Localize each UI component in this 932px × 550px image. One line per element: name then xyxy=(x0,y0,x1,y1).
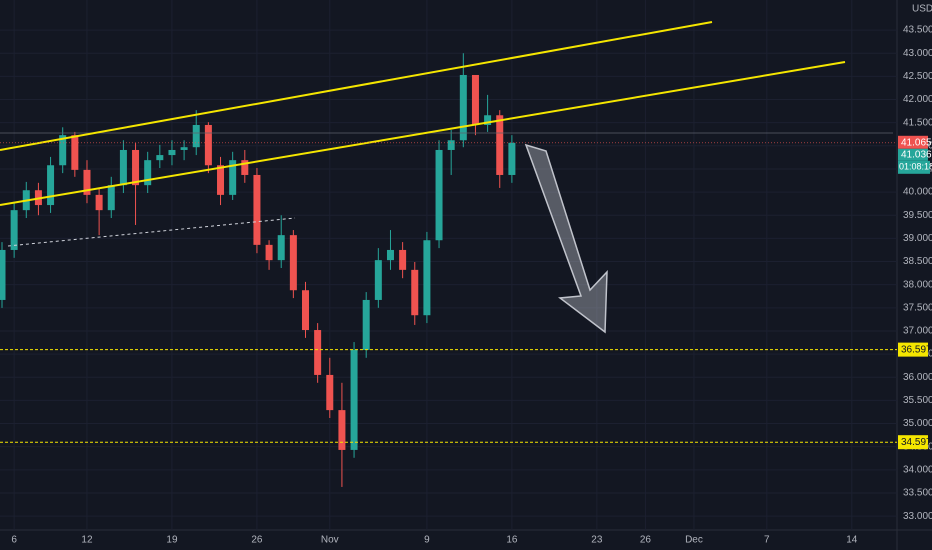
price-tag-label: 36.597 xyxy=(901,344,932,355)
candle-body xyxy=(83,169,91,195)
x-tick-label: 16 xyxy=(506,535,518,546)
x-tick-label: 9 xyxy=(424,535,430,546)
candle-body xyxy=(447,140,455,150)
price-tag-label: 41.065 xyxy=(901,137,932,148)
candle-body xyxy=(374,260,382,300)
price-tag-label: 41.036 xyxy=(901,149,932,160)
x-tick-label: 26 xyxy=(251,535,263,546)
candle-body xyxy=(204,124,212,166)
y-tick-label: 43.500 xyxy=(903,25,932,36)
candle-body xyxy=(144,160,152,186)
candle-body xyxy=(411,269,419,316)
price-tag-label: 34.597 xyxy=(901,437,932,448)
x-tick-label: Dec xyxy=(685,535,703,546)
x-tick-label: 14 xyxy=(846,535,858,546)
y-tick-label: 42.500 xyxy=(903,71,932,82)
y-tick-label: 35.500 xyxy=(903,395,932,406)
candle-body xyxy=(47,165,55,206)
candle-body xyxy=(241,160,249,175)
candle-body xyxy=(71,135,79,170)
candle-body xyxy=(265,244,273,261)
candle-body xyxy=(362,299,370,350)
price-tag xyxy=(898,135,928,149)
candle-body xyxy=(289,235,297,291)
candle-body xyxy=(338,410,346,450)
candle-body xyxy=(180,147,188,150)
y-tick-label: 40.000 xyxy=(903,187,932,198)
candle-body xyxy=(484,115,492,125)
candle-body xyxy=(435,149,443,241)
candle-body xyxy=(423,240,431,316)
candle-body xyxy=(471,74,479,125)
x-tick-label: 12 xyxy=(81,535,93,546)
y-tick-label: 37.000 xyxy=(903,326,932,337)
x-tick-label: 7 xyxy=(764,535,770,546)
y-tick-label: 33.500 xyxy=(903,488,932,499)
y-tick-label: 39.500 xyxy=(903,210,932,221)
candle-body xyxy=(217,165,225,195)
y-tick-label: 34.000 xyxy=(903,464,932,475)
candle-body xyxy=(350,349,358,450)
x-tick-label: 19 xyxy=(166,535,178,546)
candle-body xyxy=(508,142,516,175)
candle-body xyxy=(302,290,309,331)
x-tick-label: Nov xyxy=(321,535,339,546)
x-tick-label: 6 xyxy=(11,535,17,546)
y-tick-label: 43.000 xyxy=(903,48,932,59)
candle-body xyxy=(399,249,407,270)
candle-body xyxy=(59,135,67,166)
plot xyxy=(0,0,897,530)
y-tick-label: 41.500 xyxy=(903,117,932,128)
y-tick-label: 38.000 xyxy=(903,279,932,290)
arrow-drawing xyxy=(524,143,608,334)
x-tick-label: 23 xyxy=(591,535,603,546)
candle-body xyxy=(253,174,261,245)
y-tick-label: 38.500 xyxy=(903,256,932,267)
y-tick-label: 42.000 xyxy=(903,94,932,105)
price-tag xyxy=(898,148,928,161)
candle-body xyxy=(229,160,237,195)
currency-label: USD xyxy=(912,4,932,15)
trend-line xyxy=(0,61,846,206)
candle-body xyxy=(277,235,285,261)
countdown-tag xyxy=(898,160,930,174)
trend-line xyxy=(0,21,713,151)
candle-body xyxy=(496,115,504,175)
candle-body xyxy=(95,194,103,211)
candle-body xyxy=(459,74,467,141)
countdown-label: 01:08:18 xyxy=(899,162,932,172)
candle-body xyxy=(326,374,334,411)
candle-body xyxy=(156,155,164,161)
price-tag xyxy=(898,435,928,450)
price-tag xyxy=(898,342,928,357)
candle-body xyxy=(314,330,322,375)
candle-body xyxy=(168,149,176,156)
candle-body xyxy=(0,249,6,300)
y-tick-label: 37.500 xyxy=(903,302,932,313)
y-tick-label: 36.000 xyxy=(903,372,932,383)
y-tick-label: 39.000 xyxy=(903,233,932,244)
candle-body xyxy=(132,149,140,186)
dashed-trend-line xyxy=(7,217,296,247)
candle-body xyxy=(386,249,394,261)
y-tick-label: 33.000 xyxy=(903,511,932,522)
candle-body xyxy=(107,185,115,211)
candle-body xyxy=(192,124,200,148)
candle-body xyxy=(119,149,127,186)
y-tick-label: 35.000 xyxy=(903,418,932,429)
candle-body xyxy=(10,210,18,250)
x-tick-label: 26 xyxy=(640,535,652,546)
